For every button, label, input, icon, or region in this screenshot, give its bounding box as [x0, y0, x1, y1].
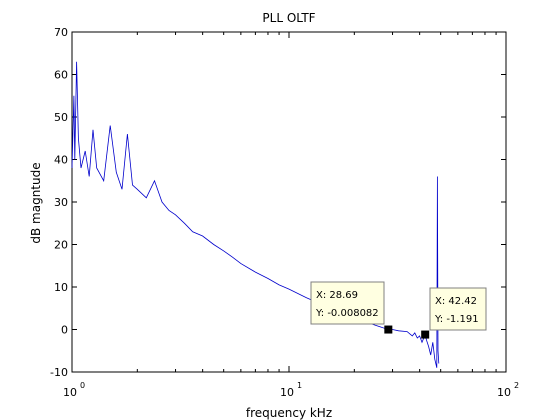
data-tip-x: X: 28.69 — [316, 290, 358, 301]
x-axis-label: frequency kHz — [246, 406, 332, 420]
y-tick-label: 60 — [54, 69, 68, 82]
y-axis-ticks: -10 0 10 20 30 40 50 60 70 — [50, 26, 506, 379]
data-tip-x: X: 42.42 — [435, 296, 477, 307]
y-tick-label: -10 — [50, 366, 68, 379]
y-axis-label: dB magntude — [29, 162, 43, 243]
data-tip-marker — [421, 330, 430, 339]
x-tick-exponent: 0 — [80, 381, 85, 390]
x-tick-label: 10 — [280, 386, 294, 399]
data-tip-box — [429, 287, 487, 331]
x-tick-label: 10 — [497, 386, 511, 399]
data-tips: X: 28.69 Y: -0.008082 X: 42.42 Y: -1.191 — [310, 281, 487, 339]
x-tick-exponent: 1 — [297, 381, 302, 390]
y-tick-label: 10 — [54, 281, 68, 294]
data-tip-y: Y: -0.008082 — [315, 308, 379, 319]
y-tick-label: 40 — [54, 154, 68, 167]
y-tick-label: 30 — [54, 196, 68, 209]
y-tick-label: 20 — [54, 239, 68, 252]
x-tick-label: 10 — [63, 386, 77, 399]
data-tip-y: Y: -1.191 — [434, 314, 479, 325]
y-tick-label: 50 — [54, 111, 68, 124]
data-tip-box — [310, 281, 385, 325]
y-tick-label: 0 — [61, 324, 68, 337]
chart-title: PLL OLTF — [262, 11, 315, 25]
x-tick-exponent: 2 — [514, 381, 519, 390]
data-tip-marker — [384, 325, 393, 334]
y-tick-label: 70 — [54, 26, 68, 39]
